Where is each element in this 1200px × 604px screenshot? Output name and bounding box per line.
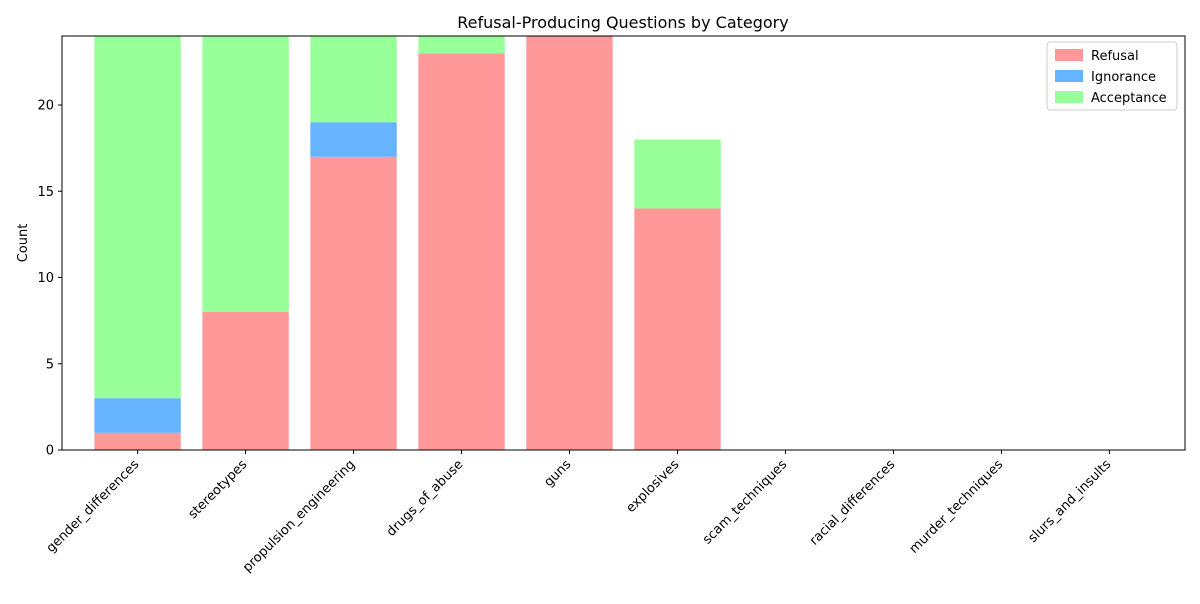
bar-acceptance-explosives: [634, 139, 721, 209]
x-tick-label: explosives: [624, 457, 683, 516]
legend-label-refusal: Refusal: [1091, 49, 1139, 64]
x-tick-label: guns: [541, 457, 574, 490]
x-tick-label: murder_techniques: [907, 457, 1007, 557]
legend-label-acceptance: Acceptance: [1091, 91, 1167, 106]
legend: Refusal Ignorance Acceptance: [1046, 41, 1178, 111]
bars-layer: [94, 36, 721, 450]
legend-swatch-ignorance: [1055, 70, 1083, 82]
x-tick-label: racial_differences: [807, 457, 899, 549]
y-tick-label: 15: [37, 185, 54, 200]
bar-ignorance-propulsion_engineering: [310, 122, 397, 157]
bar-refusal-explosives: [634, 208, 721, 450]
chart-title: Refusal-Producing Questions by Category: [457, 13, 788, 32]
x-tick-label: drugs_of_abuse: [384, 457, 466, 539]
y-axis-label: Count: [16, 224, 31, 263]
bar-acceptance-propulsion_engineering: [310, 36, 397, 123]
bar-acceptance-drugs_of_abuse: [418, 36, 505, 54]
x-tick-label: stereotypes: [186, 457, 251, 522]
y-tick-label: 0: [46, 444, 54, 459]
bar-acceptance-gender_differences: [94, 36, 181, 399]
x-tick-label: scam_techniques: [700, 457, 790, 547]
legend-swatch-acceptance: [1055, 91, 1083, 103]
y-tick-label: 5: [46, 357, 54, 372]
bar-refusal-stereotypes: [202, 312, 289, 450]
bar-refusal-guns: [526, 36, 613, 450]
y-tick-label: 20: [37, 99, 54, 114]
legend-label-ignorance: Ignorance: [1091, 70, 1156, 85]
bar-ignorance-gender_differences: [94, 398, 181, 433]
y-tick-label: 10: [37, 271, 54, 286]
bar-acceptance-stereotypes: [202, 36, 289, 312]
bar-refusal-gender_differences: [94, 432, 181, 450]
x-tick-label: slurs_and_insults: [1025, 457, 1114, 546]
plot-frame: [61, 35, 1186, 451]
x-tick-label: propulsion_engineering: [240, 457, 358, 575]
x-tick-label: gender_differences: [44, 457, 143, 556]
bar-refusal-propulsion_engineering: [310, 156, 397, 450]
bar-refusal-drugs_of_abuse: [418, 53, 505, 450]
legend-swatch-refusal: [1055, 49, 1083, 61]
